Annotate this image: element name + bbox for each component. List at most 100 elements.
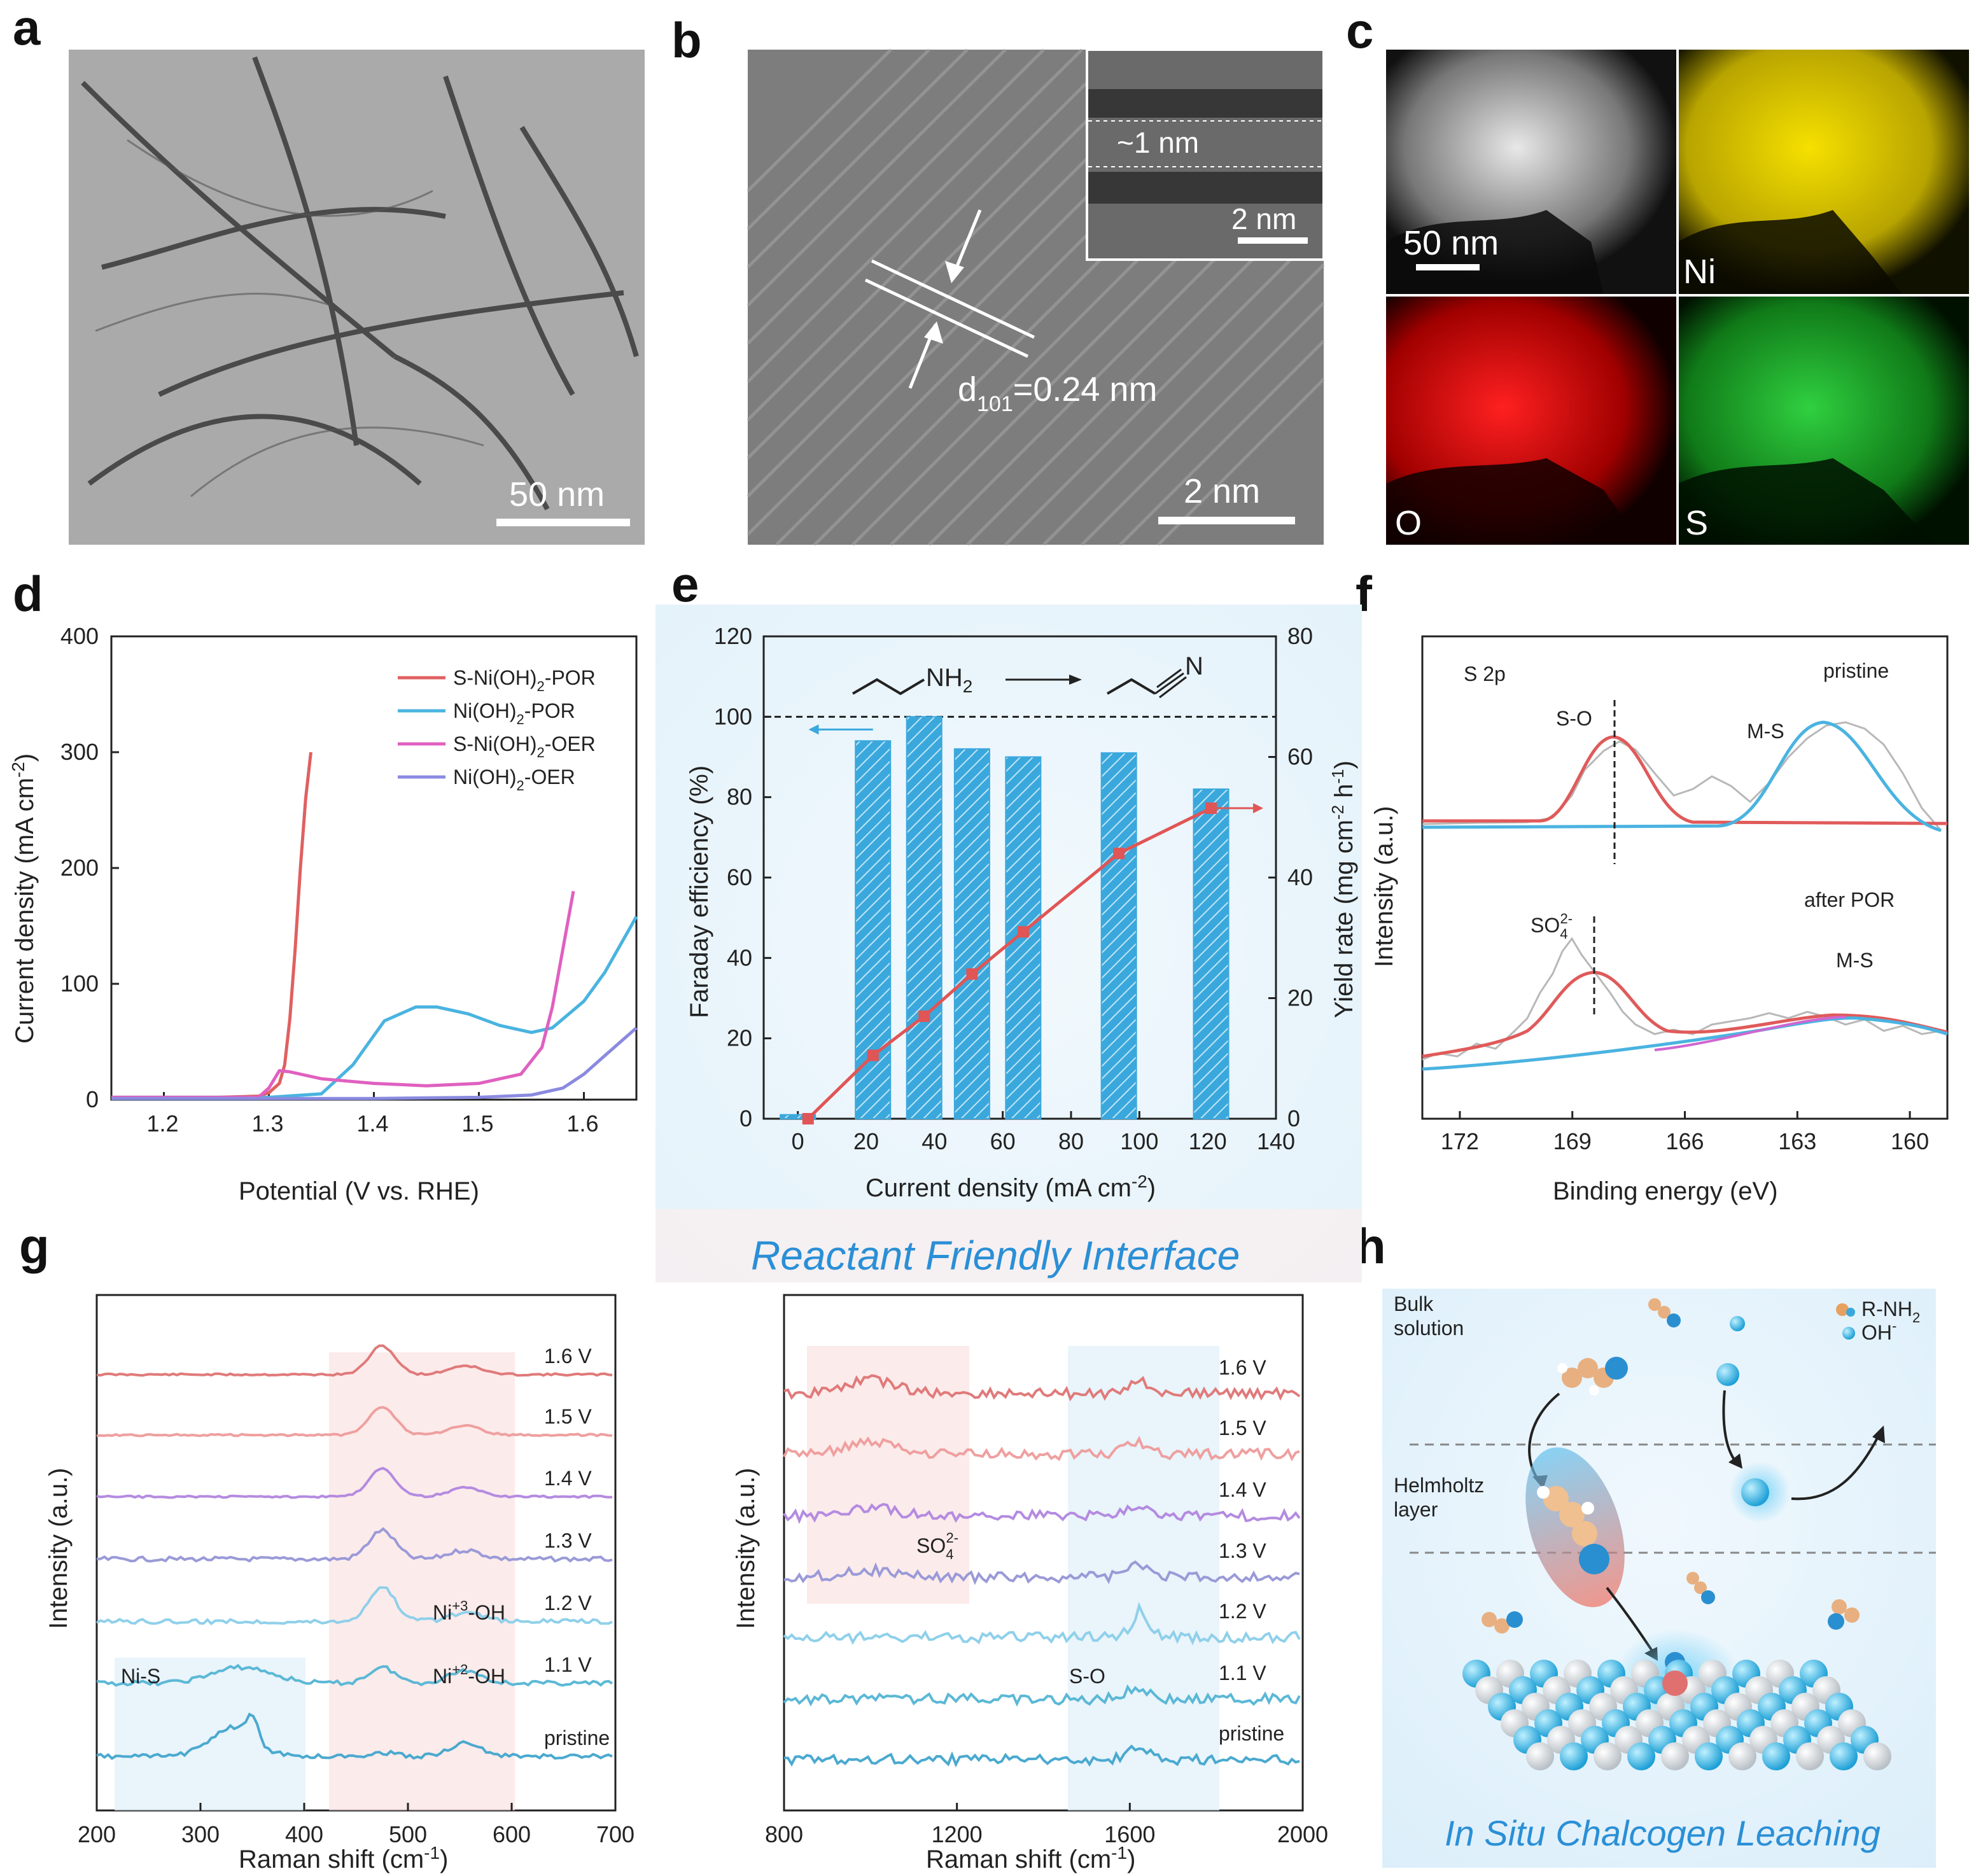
panel-h-helmholtz-label2: layer: [1394, 1498, 1438, 1521]
y-tick-label: 400: [60, 623, 99, 649]
panel-h-schematic: Bulk solution Helmholtz layer R-NH2 OH-: [1382, 1289, 1936, 1868]
panel-f-ylabel: Intensity (a.u.): [1370, 806, 1398, 967]
panel-d-ylabel-sup: -2: [8, 762, 28, 778]
x-tick-label: 600: [493, 1821, 531, 1847]
x-tick-label: 500: [389, 1821, 427, 1847]
x-tick-label: 1.5: [462, 1110, 494, 1137]
y-tick-right-label: 40: [1287, 864, 1313, 890]
raman-trace: [783, 1602, 1301, 1646]
panel-g-so4-main: SO: [916, 1534, 946, 1557]
panel-label-a: a: [13, 0, 41, 55]
panel-g-ni3-label: Ni+3-OH: [433, 1598, 505, 1624]
raman-trace: [783, 1684, 1301, 1707]
x-tick-label: 1200: [932, 1821, 983, 1847]
panel-e-ylabel-right-main: Yield rate (mg cm: [1330, 820, 1358, 1018]
panel-f-so4-main: SO: [1531, 914, 1560, 937]
potential-label: 1.3 V: [1219, 1539, 1266, 1562]
panel-b-d-letter: d: [958, 370, 977, 409]
panel-e-product-label: N: [1185, 652, 1203, 680]
panel-label-b: b: [671, 12, 702, 68]
leached-sulfur-atom: [1662, 1670, 1688, 1696]
panel-d-ylabel: Current density (mA cm-2): [8, 753, 39, 1044]
panel-g-left-xlabel-main: Raman shift (cm: [239, 1845, 424, 1873]
left-axis-arrowhead: [808, 724, 819, 735]
y-tick-label: 200: [60, 855, 99, 881]
y-tick-right-label: 60: [1287, 744, 1313, 770]
potential-label: 1.3 V: [544, 1529, 592, 1552]
faraday-efficiency-bar: [780, 1114, 816, 1120]
panel-b-d-value: =0.24 nm: [1013, 370, 1158, 409]
panel-h-bulk-label: Bulk: [1394, 1292, 1434, 1315]
y-tick-right-label: 20: [1287, 985, 1313, 1011]
raman-trace: [96, 1527, 613, 1563]
panel-e-ylabel-right-h: h: [1330, 784, 1358, 805]
potential-label: pristine: [544, 1726, 610, 1749]
panel-label-g: g: [19, 1218, 50, 1274]
faraday-efficiency-bar: [906, 716, 942, 1120]
panel-g-right-xlabel-main: Raman shift (cm: [926, 1845, 1111, 1873]
panel-b-inset-spacing: ~1 nm: [1117, 126, 1199, 159]
panel-e-faraday-chart: 0 20 40 60 80 100 120 140 0 20 40 60 80 100 120 0 20 40…: [655, 605, 1362, 1282]
potential-label: 1.2 V: [544, 1592, 592, 1614]
panel-f-core-label: S 2p: [1464, 662, 1506, 685]
raman-trace: [783, 1560, 1300, 1585]
panel-h-caption: In Situ Chalcogen Leaching: [1445, 1813, 1881, 1853]
panel-f-xps-chart: 172 169 166 163 160 S 2p pristine S-O M-S af…: [1370, 635, 1949, 1205]
panel-g-nis-label: Ni-S: [121, 1665, 160, 1688]
raman-trace: [783, 1436, 1300, 1462]
panel-h-legend-amine-main: R-NH: [1861, 1298, 1912, 1320]
x-tick-label: 166: [1665, 1128, 1704, 1154]
panel-e-xlabel-sup: -2: [1132, 1172, 1147, 1191]
panel-e-ylabel-right: Yield rate (mg cm-2 h-1): [1328, 760, 1358, 1018]
y-tick-left-label: 60: [727, 864, 752, 890]
raman-trace: [783, 1744, 1300, 1768]
panel-label-c: c: [1346, 3, 1373, 59]
panel-e-banner: Reactant Friendly Interface: [751, 1233, 1240, 1278]
panel-b-inset-scalebar: 2 nm: [1231, 202, 1296, 235]
panel-g-so4-sup: 2-: [946, 1530, 958, 1546]
panel-g-ni3-end: -OH: [468, 1601, 505, 1624]
legend-entry: S-Ni(OH)2-OER: [453, 732, 596, 760]
faraday-efficiency-bar: [855, 740, 892, 1119]
panel-h-legend-amine: R-NH2: [1861, 1298, 1920, 1326]
panel-e-ylabel-right-sup2: -1: [1328, 769, 1347, 783]
panel-a-tem-image: 50 nm: [69, 50, 645, 545]
x-tick-label: 20: [853, 1128, 879, 1154]
hydroxide-ion-icon: [1730, 1316, 1745, 1331]
y-tick-label: 300: [60, 739, 99, 765]
panel-b-d-spacing: d101=0.24 nm: [958, 370, 1157, 416]
panel-b-scalebar: 2 nm: [1184, 472, 1260, 510]
legend-entry-sub: 2: [517, 711, 524, 727]
potential-label: pristine: [1219, 1722, 1284, 1745]
panel-d-ylabel-main: Current density (mA cm: [11, 778, 39, 1044]
y-tick-left-label: 40: [727, 944, 752, 970]
potential-label: 1.6 V: [544, 1345, 592, 1368]
panel-e-reactant-label: NH2: [926, 664, 972, 696]
x-tick-label: 1.4: [357, 1110, 389, 1137]
panel-f-so-label: S-O: [1556, 707, 1592, 730]
panel-g-right-xlabel-end: ): [1127, 1845, 1135, 1873]
panel-f-pristine-label: pristine: [1823, 659, 1889, 682]
y-tick-label: 0: [86, 1086, 99, 1112]
panel-label-e: e: [671, 556, 699, 612]
surface-atom: [1594, 1742, 1622, 1770]
panel-f-ms2-label: M-S: [1836, 949, 1874, 972]
panel-e-ylabel-left: Faraday efficiency (%): [685, 766, 713, 1018]
panel-g-ni2-label: Ni+2-OH: [433, 1662, 505, 1688]
raman-trace: [783, 1374, 1301, 1402]
amine-molecule-icon: [1686, 1572, 1715, 1604]
legend-entry-name: S-Ni(OH): [453, 732, 537, 755]
x-tick-label: 1.6: [567, 1110, 599, 1137]
x-tick-label: 60: [990, 1128, 1016, 1154]
series-line: [111, 752, 312, 1099]
surface-atom: [1627, 1742, 1655, 1770]
hydroxide-ion-icon: [1842, 1327, 1855, 1340]
surface-atom: [1762, 1742, 1790, 1770]
surface-atom: [1661, 1742, 1689, 1770]
panel-e-xlabel-end: ): [1147, 1174, 1156, 1202]
panel-e-ylabel-right-end: ): [1330, 760, 1358, 769]
legend-entry-suffix: -POR: [545, 666, 596, 689]
y-tick-left-label: 20: [727, 1025, 752, 1051]
faraday-efficiency-bar: [1193, 788, 1230, 1119]
panel-g-ni3-sup: +3: [452, 1598, 468, 1614]
